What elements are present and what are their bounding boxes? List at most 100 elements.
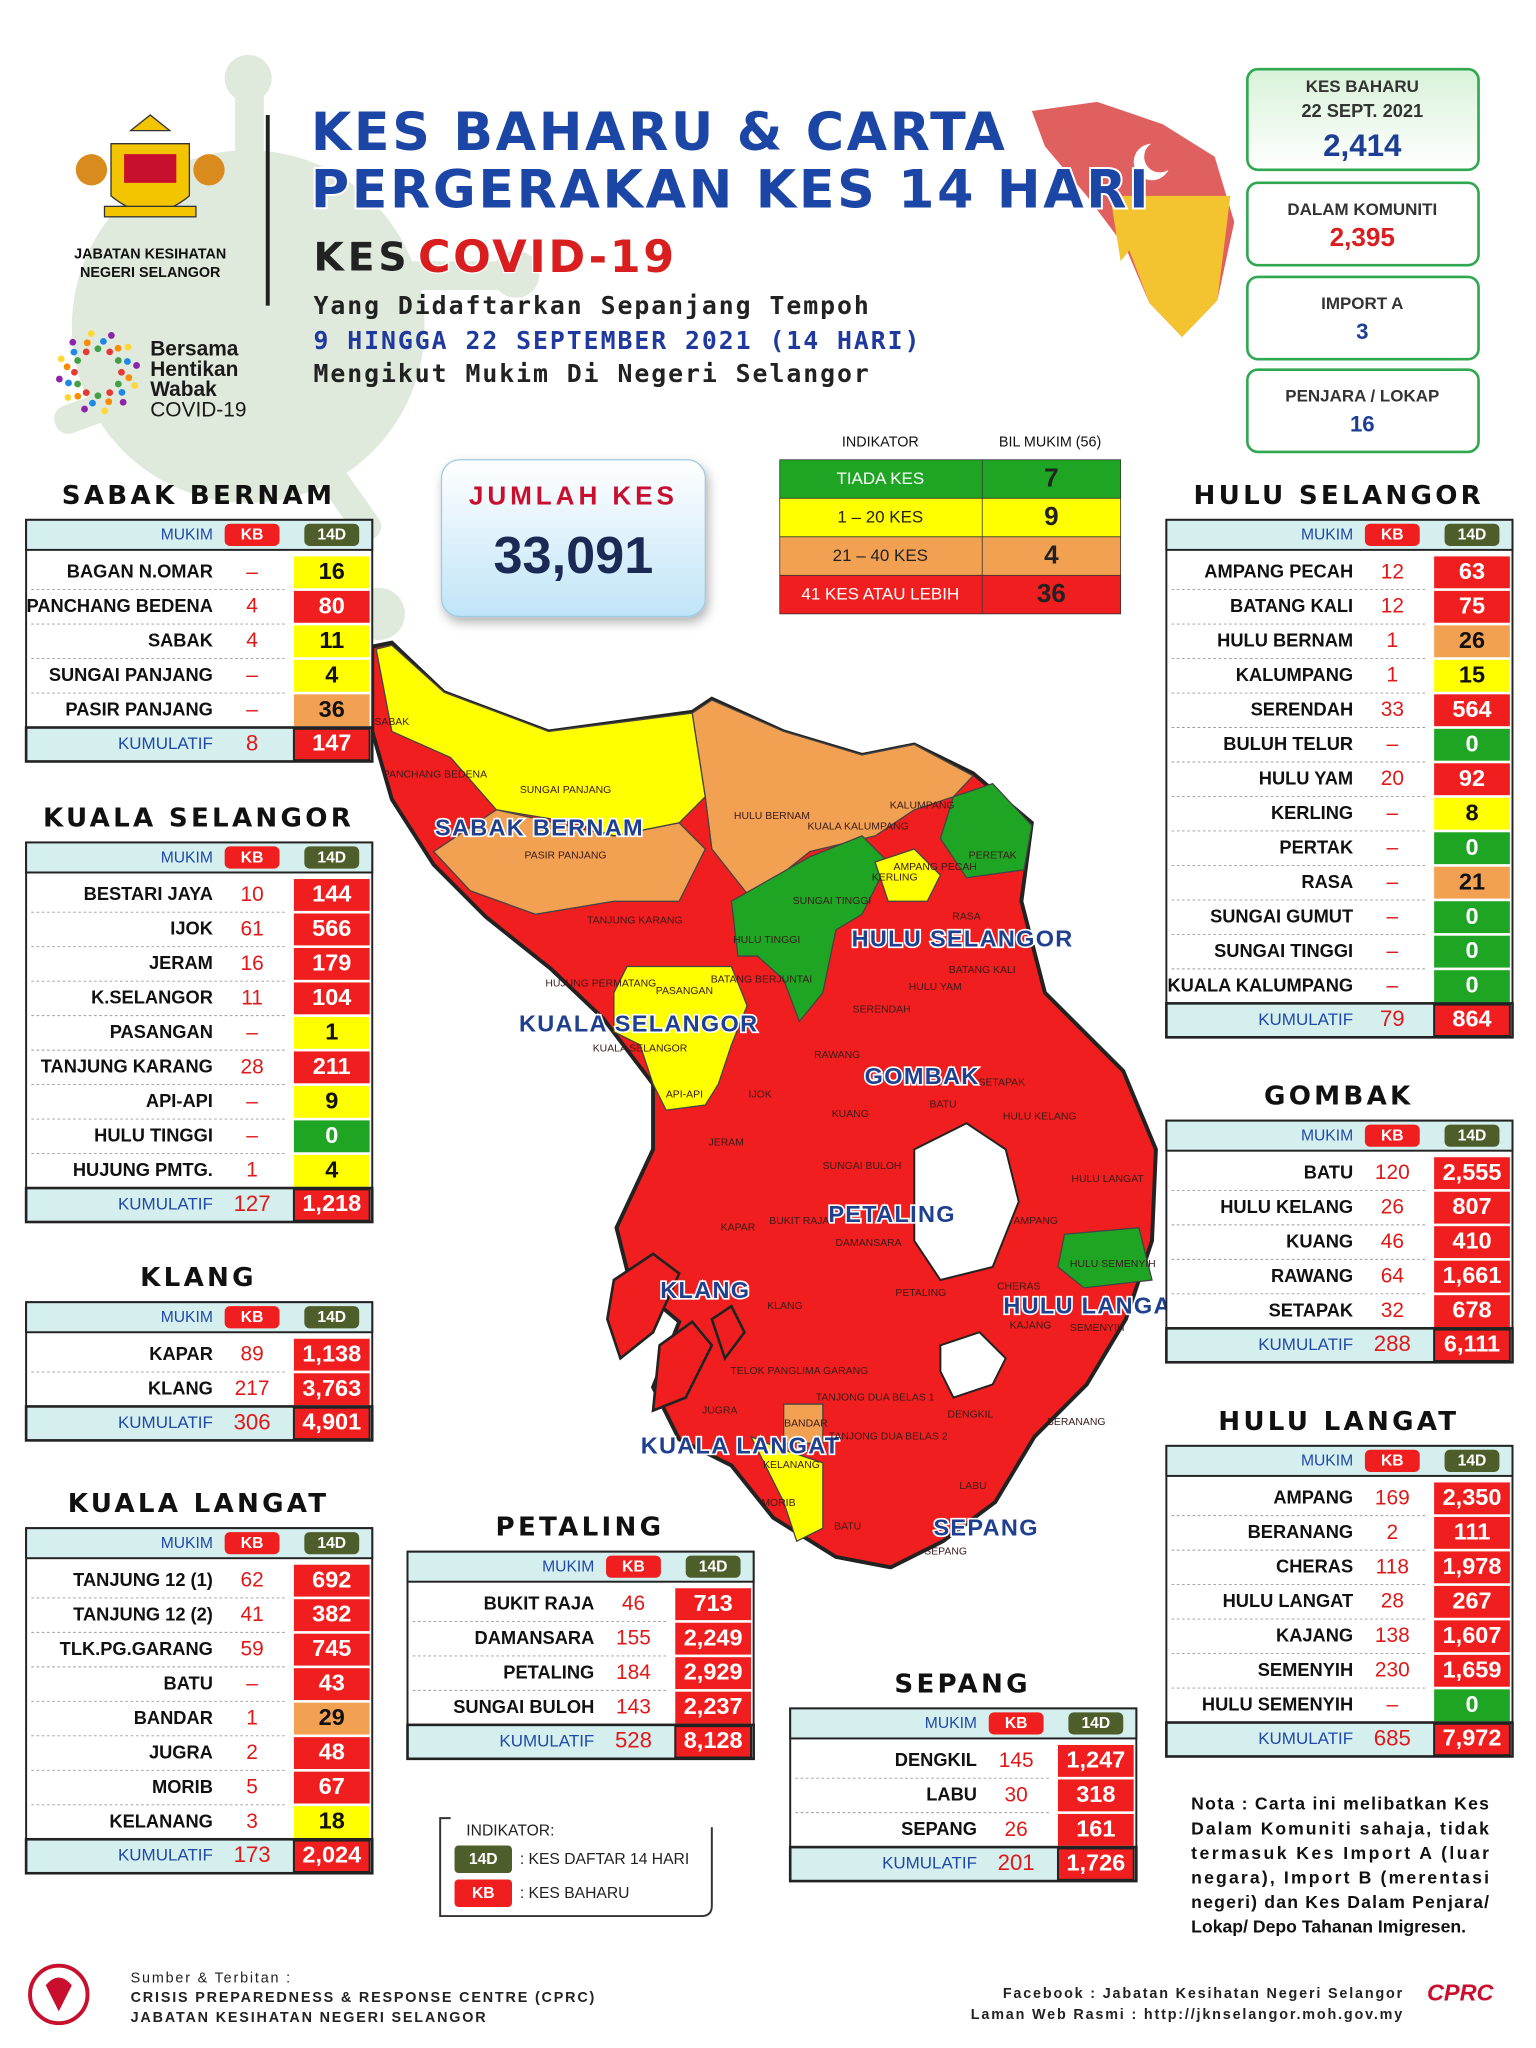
total-d14: 7,972 — [1443, 1725, 1502, 1751]
campaign-dot — [64, 394, 72, 401]
d14-cell — [675, 1657, 752, 1690]
d14-pill — [304, 1532, 360, 1555]
summary-value: 3 — [1356, 319, 1368, 344]
total-d14-cell — [292, 1839, 371, 1873]
mukim-name: SUNGAI TINGGI — [1214, 940, 1353, 961]
kb-value: 62 — [240, 1569, 263, 1592]
footer-source: CRISIS PREPAREDNESS & RESPONSE CENTRE (C… — [131, 1990, 597, 2006]
mukim-name: PERTAK — [1279, 836, 1354, 857]
d14-cell — [293, 1564, 370, 1597]
map-mukim-label: SEMENYIH — [1070, 1323, 1125, 1334]
d14-value: 111 — [1454, 1518, 1491, 1544]
total-d14-cell — [1433, 1328, 1511, 1362]
indicator-header: INDIKATOR — [842, 435, 919, 451]
indicator-row — [779, 459, 1122, 499]
map-mukim-label: SEPANG — [924, 1546, 967, 1557]
table-title: KUALA SELANGOR — [43, 803, 354, 833]
d14-value: 16 — [319, 558, 345, 584]
map-mukim-label: SUNGAI TINGGI — [793, 896, 872, 907]
map-region — [432, 809, 707, 915]
footer-source: JABATAN KESIHATAN NEGERI SELANGOR — [131, 2010, 488, 2026]
map-region — [749, 1435, 824, 1543]
kb-value: – — [246, 560, 258, 583]
campaign-dot — [82, 389, 90, 397]
d14-value: 92 — [1459, 765, 1485, 791]
island — [710, 1304, 747, 1362]
d14-pill — [1068, 1712, 1124, 1735]
d14-value: 1,247 — [1066, 1747, 1125, 1773]
d14-cell — [1434, 866, 1510, 899]
table-title: KLANG — [140, 1263, 257, 1293]
map-mukim-label: HULU SEMENYIH — [1070, 1259, 1156, 1270]
d14-cell — [293, 947, 370, 980]
map-mukim-label: PERETAK — [969, 850, 1017, 861]
d14-value: 9 — [325, 1087, 338, 1113]
campaign-dot — [83, 339, 91, 347]
map-district-label: KUALA LANGAT — [641, 1432, 841, 1458]
total-value: 33,091 — [494, 527, 654, 585]
indicator-label: TIADA KES — [836, 469, 924, 488]
total-label: KUMULATIF — [882, 1854, 977, 1873]
header-14d: 14D — [317, 527, 346, 544]
map-mukim-label: TANJONG DUA BELAS 2 — [829, 1432, 948, 1443]
map-mukim-label: AMPANG PECAH — [894, 862, 977, 873]
mukim-name: HULU BERNAM — [1217, 630, 1353, 651]
map: SABAK BERNAM HULU SELANGOR KUALA SELANGOR G… — [370, 640, 1186, 1570]
campaign-dot — [94, 345, 102, 353]
kb-value: 118 — [1376, 1555, 1409, 1578]
d14-pill — [1444, 523, 1500, 546]
header-mukim: MUKIM — [161, 527, 213, 544]
map-mukim-label: BATANG BERJUNTAI — [711, 974, 813, 985]
campaign-dot — [89, 399, 96, 407]
subtitle: 9 HINGGA 22 SEPTEMBER 2021 (14 HARI) — [313, 326, 921, 355]
d14-cell — [1434, 1689, 1510, 1722]
mukim-name: TANJUNG KARANG — [41, 1056, 213, 1077]
note-line: negara), Import B (merentasi — [1191, 1867, 1489, 1887]
map-district-label: PETALING — [828, 1201, 956, 1227]
kb-value: 26 — [1381, 1196, 1404, 1219]
d14-cell — [1434, 625, 1510, 658]
header-mukim: MUKIM — [1301, 1453, 1353, 1470]
d14-value: 161 — [1076, 1815, 1115, 1841]
d14-cell — [1434, 1260, 1510, 1293]
d14-value: 2,350 — [1443, 1484, 1502, 1510]
kb-pill — [224, 1532, 280, 1555]
island — [606, 1252, 681, 1361]
header-mukim: MUKIM — [161, 1309, 213, 1326]
map-mukim-label: KERLING — [872, 872, 918, 883]
legend-key — [454, 1879, 512, 1907]
kb-value: – — [246, 1021, 258, 1044]
map-mukim-label: HULU BERNAM — [734, 811, 810, 822]
kb-pill — [606, 1555, 661, 1578]
kb-value: 1 — [246, 1707, 258, 1730]
mukim-name: BATANG KALI — [1230, 595, 1353, 616]
d14-cell — [1434, 1585, 1510, 1618]
d14-cell — [293, 1373, 370, 1406]
footer-web: Facebook : Jabatan Kesihatan Negeri Sela… — [1003, 1986, 1404, 2002]
d14-cell — [293, 879, 370, 911]
kb-value: – — [1387, 733, 1399, 756]
kb-value: 120 — [1375, 1161, 1410, 1184]
mukim-name: JUGRA — [149, 1741, 213, 1762]
kb-value: – — [1387, 871, 1399, 894]
summary-label: PENJARA / LOKAP — [1285, 387, 1439, 406]
map-mukim-label: BERANANG — [1047, 1417, 1106, 1428]
kb-value: 169 — [1375, 1486, 1410, 1509]
d14-cell — [1434, 1620, 1510, 1653]
header-14d: 14D — [317, 849, 346, 866]
map-mukim-label: RAWANG — [814, 1050, 860, 1061]
map-district-label: KLANG — [660, 1277, 750, 1303]
mukim-name: KAJANG — [1276, 1625, 1353, 1646]
d14-pill — [685, 1555, 741, 1578]
indicator-header: BIL MUKIM (56) — [999, 435, 1101, 451]
map-mukim-label: SERENDAH — [853, 1004, 911, 1015]
map-mukim-label: PETALING — [895, 1288, 946, 1299]
mukim-name: BESTARI JAYA — [84, 883, 213, 904]
mukim-name: AMPANG PECAH — [1204, 561, 1353, 582]
map-mukim-label: BATANG KALI — [949, 965, 1016, 976]
map-mukim-label: BATU — [929, 1100, 956, 1111]
d14-value: 75 — [1459, 592, 1485, 618]
total-d14: 6,111 — [1444, 1331, 1500, 1357]
campaign-dot — [114, 357, 122, 364]
